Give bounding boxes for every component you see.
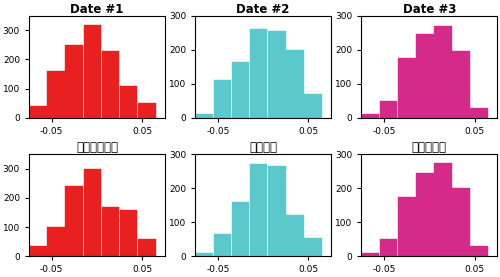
- Bar: [214, 80, 232, 118]
- Bar: [196, 114, 213, 118]
- Bar: [380, 101, 398, 118]
- Bar: [398, 197, 415, 256]
- Bar: [120, 86, 138, 118]
- Bar: [48, 227, 65, 256]
- Bar: [66, 186, 83, 256]
- Bar: [29, 106, 47, 118]
- Bar: [434, 26, 452, 118]
- Bar: [196, 253, 213, 256]
- Bar: [232, 202, 250, 256]
- Bar: [362, 114, 380, 118]
- Bar: [84, 169, 102, 256]
- Bar: [138, 239, 156, 256]
- Bar: [286, 50, 304, 118]
- Bar: [84, 24, 102, 118]
- Bar: [268, 31, 285, 118]
- Bar: [470, 246, 488, 256]
- Title: Date #2: Date #2: [236, 3, 290, 16]
- Bar: [398, 58, 415, 118]
- Bar: [29, 246, 47, 256]
- Bar: [434, 163, 452, 256]
- Bar: [102, 207, 119, 256]
- Title: Date #1: Date #1: [70, 3, 124, 16]
- Bar: [268, 166, 285, 256]
- Bar: [416, 34, 434, 118]
- Bar: [452, 52, 470, 118]
- Bar: [48, 71, 65, 118]
- Bar: [250, 165, 268, 256]
- Title: खजूर: खजूर: [249, 141, 277, 154]
- Bar: [138, 103, 156, 118]
- Bar: [120, 210, 138, 256]
- Title: घूमना: घूमना: [412, 141, 447, 154]
- Bar: [470, 107, 488, 118]
- Bar: [416, 173, 434, 256]
- Title: Date #3: Date #3: [402, 3, 456, 16]
- Bar: [102, 51, 119, 118]
- Bar: [232, 62, 250, 118]
- Bar: [452, 188, 470, 256]
- Bar: [304, 237, 322, 256]
- Bar: [214, 234, 232, 256]
- Bar: [66, 45, 83, 118]
- Bar: [362, 253, 380, 256]
- Bar: [380, 239, 398, 256]
- Title: दिनांक: दिनांक: [76, 141, 118, 154]
- Bar: [304, 94, 322, 118]
- Bar: [286, 216, 304, 256]
- Bar: [250, 29, 268, 118]
